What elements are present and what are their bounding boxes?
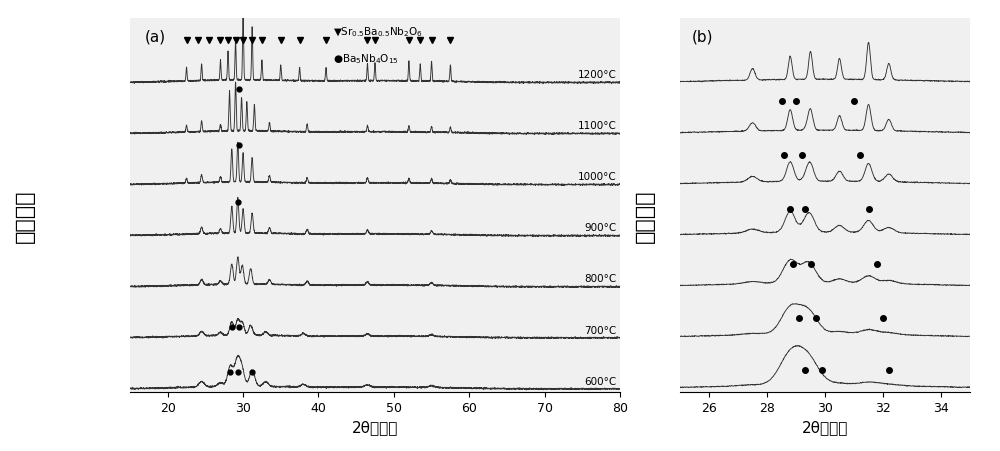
Text: ▼Sr$_{0.5}$Ba$_{0.5}$Nb$_2$O$_6$: ▼Sr$_{0.5}$Ba$_{0.5}$Nb$_2$O$_6$ [333,26,423,39]
Text: 900°C: 900°C [584,223,616,234]
Text: 800°C: 800°C [584,275,616,285]
Text: 相对强度: 相对强度 [635,190,655,243]
Text: ●Ba$_5$Nb$_4$O$_{15}$: ●Ba$_5$Nb$_4$O$_{15}$ [333,52,399,65]
Text: 1200°C: 1200°C [577,70,616,80]
X-axis label: 2θ（度）: 2θ（度） [352,421,398,436]
X-axis label: 2θ（度）: 2θ（度） [802,421,848,436]
Text: 1100°C: 1100°C [577,121,616,131]
Text: 700°C: 700°C [584,326,616,336]
Text: (a): (a) [145,29,166,44]
Text: 600°C: 600°C [584,377,616,387]
Text: 1000°C: 1000°C [577,172,616,182]
Text: (b): (b) [692,29,713,44]
Text: 相对强度: 相对强度 [15,190,35,243]
